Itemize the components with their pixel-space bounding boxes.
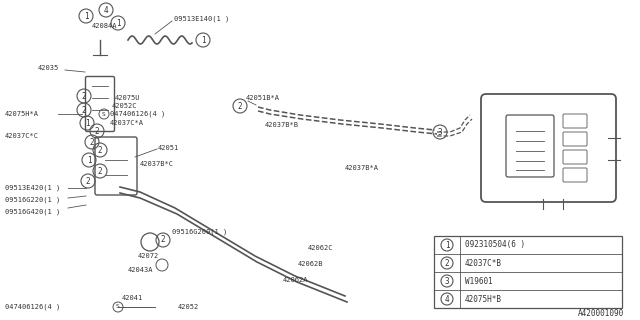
Text: 09516G420(1 ): 09516G420(1 ): [5, 209, 60, 215]
Text: 2: 2: [98, 166, 102, 175]
Text: 4: 4: [445, 294, 449, 303]
Text: 1: 1: [84, 118, 90, 127]
Text: 09513E420(1 ): 09513E420(1 ): [5, 185, 60, 191]
Text: 1: 1: [445, 241, 449, 250]
Text: S: S: [116, 305, 120, 309]
Text: 42037C*C: 42037C*C: [5, 133, 39, 139]
Text: 42075U: 42075U: [115, 95, 141, 101]
Text: 42035: 42035: [38, 65, 60, 71]
Text: 42075H*B: 42075H*B: [465, 294, 502, 303]
Text: 092310504(6 ): 092310504(6 ): [465, 241, 525, 250]
Text: 1: 1: [116, 19, 120, 28]
Text: A420001090: A420001090: [578, 309, 624, 318]
Text: 2: 2: [86, 177, 90, 186]
Bar: [434, 236, 622, 308]
Text: 09513E140(1 ): 09513E140(1 ): [174, 16, 229, 22]
Text: 42037B*B: 42037B*B: [265, 122, 299, 128]
Text: 3: 3: [445, 276, 449, 285]
Text: 2: 2: [95, 126, 99, 135]
Text: W19601: W19601: [465, 276, 493, 285]
Text: 09516G200(1 ): 09516G200(1 ): [172, 229, 227, 235]
Text: S: S: [102, 111, 106, 116]
Text: 09516G220(1 ): 09516G220(1 ): [5, 197, 60, 203]
Text: 42041: 42041: [122, 295, 143, 301]
Text: 42037B*A: 42037B*A: [345, 165, 379, 171]
Text: 42062B: 42062B: [298, 261, 323, 267]
Text: 2: 2: [90, 138, 94, 147]
Text: 1: 1: [86, 156, 92, 164]
Text: 42037B*C: 42037B*C: [140, 161, 174, 167]
Text: 2: 2: [161, 236, 165, 244]
Text: 2: 2: [445, 259, 449, 268]
Text: 1: 1: [84, 12, 88, 20]
Text: 42084A: 42084A: [92, 23, 118, 29]
Text: 2: 2: [237, 101, 243, 110]
Text: 42037C*B: 42037C*B: [465, 259, 502, 268]
Text: 42075H*A: 42075H*A: [5, 111, 39, 117]
Text: 1: 1: [201, 36, 205, 44]
Text: 42051B*A: 42051B*A: [246, 95, 280, 101]
Text: 42052: 42052: [178, 304, 199, 310]
Text: 2: 2: [82, 106, 86, 115]
Text: 42072: 42072: [138, 253, 159, 259]
Text: 2: 2: [98, 146, 102, 155]
Text: 4: 4: [104, 5, 108, 14]
Text: 047406126(4 ): 047406126(4 ): [5, 304, 60, 310]
Text: 047406126(4 ): 047406126(4 ): [110, 111, 165, 117]
Text: 42062C: 42062C: [308, 245, 333, 251]
Text: 2: 2: [82, 92, 86, 100]
Text: 42062A: 42062A: [283, 277, 308, 283]
Text: 42051: 42051: [158, 145, 179, 151]
Text: 42043A: 42043A: [128, 267, 154, 273]
Text: 42052C: 42052C: [112, 103, 138, 109]
Text: 42037C*A: 42037C*A: [110, 120, 144, 126]
Text: 3: 3: [438, 127, 442, 137]
